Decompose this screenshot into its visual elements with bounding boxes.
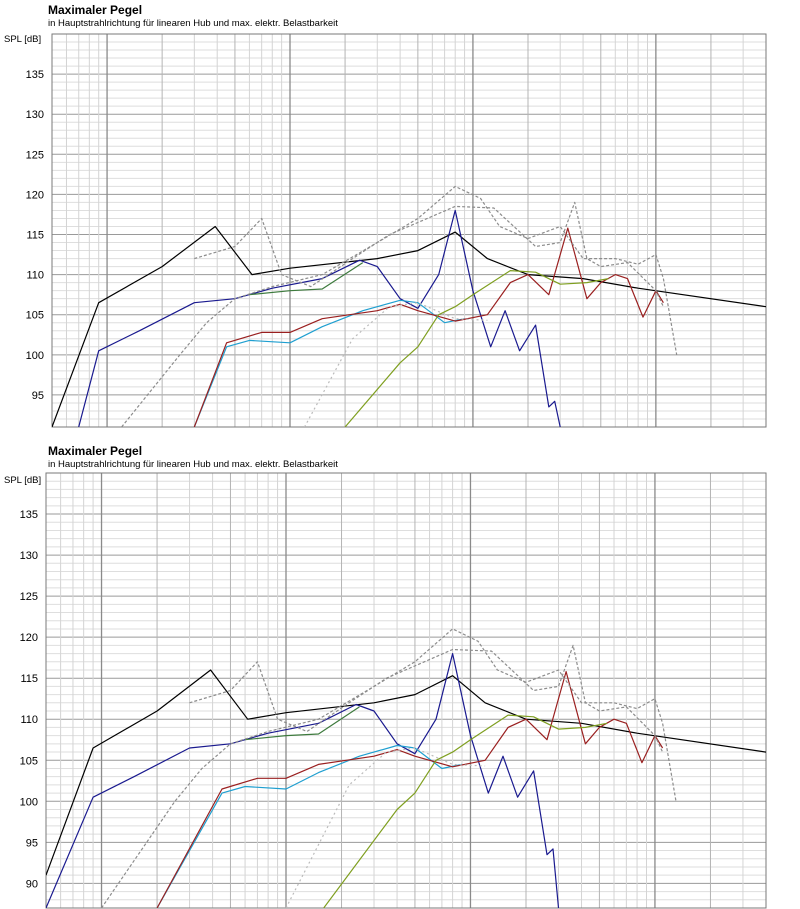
grid-lines (51, 33, 767, 428)
series-line-5 (249, 262, 364, 296)
series-line-5 (245, 706, 360, 741)
y-tick-label: 130 (26, 109, 44, 121)
y-tick-label: 100 (20, 796, 38, 808)
chart-title: Maximaler Pegel (48, 444, 143, 458)
series-line-0 (46, 669, 766, 876)
y-tick-label: 115 (26, 230, 44, 242)
y-tick-label: 120 (20, 632, 38, 644)
y-tick-label: 125 (26, 149, 44, 161)
y-tick-label: 95 (26, 837, 38, 849)
plot-area-bottom: 90 95 100 105 110 115 120 125 130 135 (20, 472, 767, 909)
series-line-3 (193, 227, 664, 427)
series-line-8 (285, 747, 486, 908)
series-line-2 (193, 299, 465, 427)
series-line-2 (156, 744, 463, 908)
y-tick-label: 100 (26, 350, 44, 362)
y-tick-label: 125 (20, 591, 38, 603)
y-tick-label: 110 (20, 714, 38, 726)
series-line-3 (156, 671, 664, 908)
plot-frame (45, 472, 767, 909)
chart-panel-bottom: Maximaler Pegel in Hauptstrahlrichtung f… (0, 441, 800, 909)
chart-subtitle: in Hauptstrahlrichtung für linearen Hub … (48, 18, 338, 29)
y-tick-label: 95 (32, 390, 44, 402)
series-line-1 (78, 209, 561, 427)
series-group (46, 628, 766, 908)
series-line-1 (46, 653, 560, 908)
y-tick-label: 105 (20, 755, 38, 767)
series-line-6 (121, 185, 678, 427)
y-tick-label: 105 (26, 310, 44, 322)
chart-subtitle: in Hauptstrahlrichtung für linearen Hub … (48, 459, 338, 470)
series-line-0 (52, 225, 766, 427)
y-tick-label: 130 (20, 550, 38, 562)
y-tick-label: 135 (26, 69, 44, 81)
series-line-6 (101, 628, 677, 908)
y-tick-label: 90 (26, 878, 38, 890)
y-tick-label: 110 (26, 270, 44, 282)
series-line-4 (344, 270, 609, 427)
y-tick-label: 135 (20, 509, 38, 521)
y-axis-label: SPL [dB] (4, 34, 42, 45)
series-line-4 (323, 714, 608, 908)
series-line-7 (189, 644, 664, 753)
series-line-7 (194, 201, 664, 307)
y-axis-label: SPL [dB] (4, 475, 42, 486)
y-tick-label: 115 (20, 673, 38, 685)
plot-area-top: 95 100 105 110 115 120 125 130 135 (26, 33, 767, 428)
chart-title: Maximaler Pegel (48, 3, 143, 17)
chart-panel-top: Maximaler Pegel in Hauptstrahlrichtung f… (0, 0, 800, 430)
series-group (52, 185, 766, 427)
y-tick-label: 120 (26, 189, 44, 201)
plot-frame (51, 33, 767, 428)
